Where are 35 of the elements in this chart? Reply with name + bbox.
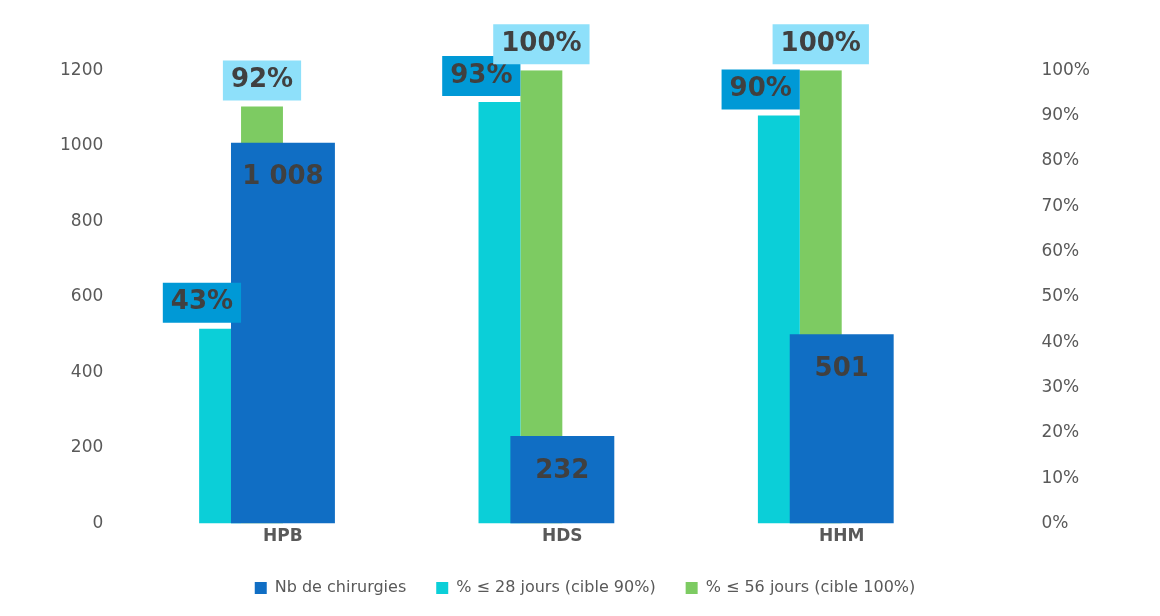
y-tick-label: 1200 <box>60 58 104 79</box>
y-tick-label: 0 <box>92 512 104 533</box>
data-label: 93% <box>450 58 513 89</box>
y-tick-label: 600 <box>70 285 104 306</box>
data-label: 92% <box>230 63 294 94</box>
legend-label: % ≤ 28 jours (cible 90%) <box>456 577 656 597</box>
x-tick-label: HHM <box>819 525 865 546</box>
y2-tick-label: 60% <box>1041 239 1080 260</box>
data-label: 232 <box>535 453 590 484</box>
y-tick-label: 200 <box>70 436 104 457</box>
y2-tick-label: 100% <box>1041 58 1091 79</box>
bar <box>478 101 521 524</box>
y2-tick-label: 10% <box>1041 466 1080 487</box>
legend-label: Nb de chirurgies <box>274 577 407 597</box>
data-label: 100% <box>501 26 582 57</box>
y-tick-label: 800 <box>70 209 104 230</box>
y2-tick-label: 40% <box>1041 330 1080 351</box>
x-tick-label: HDS <box>542 525 583 546</box>
bar <box>510 435 615 524</box>
y2-tick-label: 50% <box>1041 285 1080 306</box>
data-label: 100% <box>780 26 861 57</box>
y-tick-label: 1000 <box>60 134 104 155</box>
y2-tick-label: 90% <box>1041 103 1080 124</box>
x-tick-label: HPB <box>263 525 303 546</box>
y2-tick-label: 70% <box>1041 194 1080 215</box>
legend-label: % ≤ 56 jours (cible 100%) <box>705 577 916 597</box>
y2-tick-label: 20% <box>1041 421 1080 442</box>
data-label: 1 008 <box>242 160 324 191</box>
y-tick-label: 400 <box>70 360 104 381</box>
data-label: 43% <box>170 285 234 316</box>
y2-tick-label: 0% <box>1041 512 1069 533</box>
y2-tick-label: 80% <box>1041 149 1080 170</box>
data-label: 90% <box>729 72 792 103</box>
y2-tick-label: 30% <box>1041 376 1080 396</box>
data-label: 501 <box>814 352 869 383</box>
